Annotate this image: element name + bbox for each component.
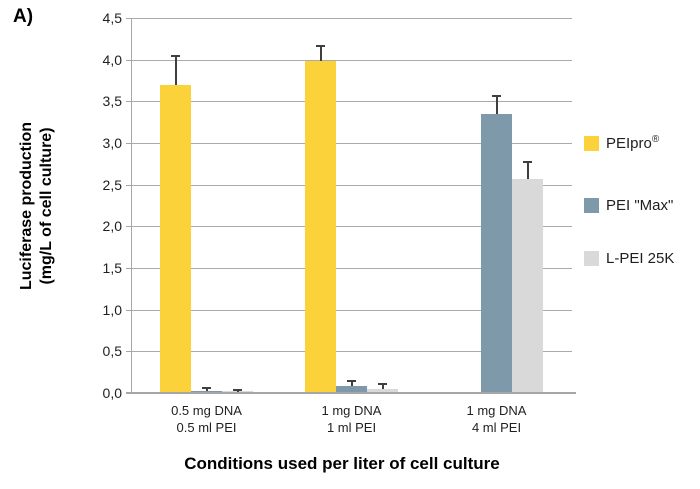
y-tick-label: 1,5 — [102, 260, 122, 276]
y-tick-label: 4,0 — [102, 52, 122, 68]
y-tick-mark — [126, 226, 131, 227]
gridline — [132, 143, 572, 144]
gridline — [132, 268, 572, 269]
y-axis-title: Luciferase production (mg/L of cell cult… — [17, 21, 57, 391]
error-bar-cap — [378, 382, 387, 385]
legend-item-3: L-PEI 25K — [584, 249, 674, 267]
legend-label: PEI "Max" — [606, 196, 674, 214]
error-bar-cap — [171, 54, 180, 57]
bar-peimax-group2 — [336, 385, 367, 393]
bar-lpei25k-group2 — [367, 388, 398, 393]
error-bar — [237, 389, 239, 392]
gridline — [132, 185, 572, 186]
y-tick-mark — [126, 18, 131, 19]
y-tick-label: 2,5 — [102, 177, 122, 193]
y-tick-label: 1,0 — [102, 302, 122, 318]
x-category-label-2: 1 mg DNA 1 ml PEI — [321, 403, 382, 435]
y-tick-label: 3,0 — [102, 135, 122, 151]
legend: PEIpro® PEI "Max" L-PEI 25K — [584, 0, 700, 489]
y-axis-line — [131, 18, 132, 394]
bar-peipro-group2 — [305, 61, 336, 393]
y-tick-mark — [126, 143, 131, 144]
error-bar — [206, 388, 208, 391]
gridline — [132, 351, 572, 352]
x-axis-line — [126, 392, 576, 394]
gridline — [132, 226, 572, 227]
x-category-label-1: 0.5 mg DNA 0.5 ml PEI — [171, 403, 242, 435]
gridline — [132, 18, 572, 19]
y-axis-title-line2: (mg/L of cell culture) — [38, 127, 55, 285]
legend-label: L-PEI 25K — [606, 249, 675, 267]
y-tick-label: 2,0 — [102, 218, 122, 234]
y-tick-mark — [126, 101, 131, 102]
y-tick-mark — [126, 310, 131, 311]
error-bar-cap — [202, 387, 211, 389]
legend-swatch — [584, 250, 599, 266]
error-bar — [496, 95, 498, 114]
y-tick-label: 3,5 — [102, 93, 122, 109]
error-bar-cap — [233, 388, 242, 391]
x-axis-title: Conditions used per liter of cell cultur… — [184, 454, 500, 473]
legend-item-1: PEIpro® — [584, 134, 659, 152]
panel-label: A) — [13, 6, 34, 27]
error-bar-cap — [492, 94, 501, 97]
legend-swatch — [584, 197, 599, 213]
legend-swatch — [584, 135, 599, 151]
y-tick-mark — [126, 60, 131, 61]
legend-label: PEIpro® — [606, 134, 660, 152]
x-category-label-3: 1 mg DNA 4 ml PEI — [466, 403, 527, 435]
error-bar-cap — [347, 379, 356, 382]
gridline — [132, 101, 572, 102]
error-bar-cap — [523, 161, 532, 164]
bar-peipro-group1 — [160, 84, 191, 393]
error-bar — [527, 162, 529, 179]
plot-area: 0,0 0,5 1,0 1,5 2,0 2,5 3,0 3,5 4,0 4,5 0.5 mg DNA… — [103, 10, 576, 435]
bar-peimax-group3 — [481, 113, 512, 393]
y-tick-label: 0,0 — [102, 385, 122, 401]
y-tick-label: 4,5 — [102, 10, 122, 26]
bar-lpei25k-group3 — [512, 178, 543, 393]
gridline — [132, 310, 572, 311]
error-bar — [175, 55, 177, 85]
legend-item-2: PEI "Max" — [584, 196, 673, 214]
y-tick-mark — [126, 351, 131, 352]
bar-peimax-group1 — [191, 390, 222, 393]
gridline — [132, 60, 572, 61]
error-bar — [351, 380, 353, 386]
error-bar — [320, 46, 322, 62]
error-bar-cap — [316, 45, 325, 48]
y-tick-mark — [126, 185, 131, 186]
y-tick-label: 0,5 — [102, 343, 122, 359]
y-axis-title-line1: Luciferase production — [18, 121, 35, 291]
y-tick-mark — [126, 268, 131, 269]
error-bar — [382, 383, 384, 389]
